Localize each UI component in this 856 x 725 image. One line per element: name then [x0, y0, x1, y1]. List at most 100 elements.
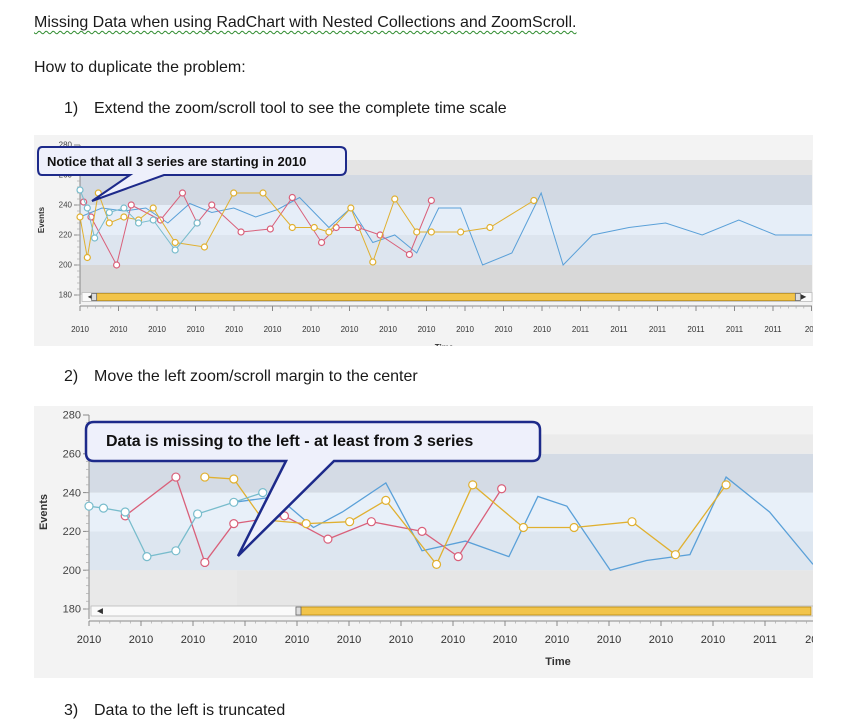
x-tick-label: 2011	[687, 325, 705, 334]
y-axis-label: Events	[37, 206, 46, 233]
y-axis-label: Events	[38, 494, 50, 530]
data-point-red	[405, 250, 413, 259]
y-tick-label: 260	[63, 448, 81, 460]
y-tick-label: 280	[63, 410, 81, 422]
x-tick-label: 2010	[341, 325, 359, 334]
data-point-red	[288, 193, 296, 202]
step-3: 3) Data to the left is truncated	[64, 702, 285, 720]
data-point-red	[366, 517, 376, 527]
y-tick-label: 240	[59, 201, 73, 210]
zoom-left-handle[interactable]	[91, 293, 98, 301]
x-tick-label: 2011	[805, 634, 813, 646]
x-tick-label: 2011	[764, 325, 782, 334]
data-point-yellow	[431, 559, 442, 569]
data-point-red	[317, 238, 326, 247]
data-point-yellow	[120, 213, 128, 221]
x-tick-label: 2010	[71, 325, 89, 334]
data-point-yellow	[301, 519, 311, 529]
data-point-teal	[193, 219, 201, 227]
x-tick-label: 2010	[379, 325, 397, 334]
data-point-yellow	[200, 472, 210, 482]
data-point-red	[229, 519, 239, 529]
y-tick-label: 280	[59, 141, 73, 150]
x-tick-label: 2010	[129, 634, 153, 646]
x-tick-label: 2010	[389, 634, 413, 646]
data-point-yellow	[518, 522, 528, 533]
x-tick-label: 2010	[533, 325, 551, 334]
chart-2: 180 200 220 240 260 280 Events ◄ 2010 2010 2010 201…	[34, 406, 813, 678]
y-tick-label: 220	[63, 526, 81, 538]
zoom-scrollbar-thumb[interactable]	[96, 293, 796, 301]
zoom-right-handle[interactable]	[794, 293, 801, 301]
data-point-yellow	[381, 495, 391, 505]
data-point-yellow	[259, 189, 267, 197]
data-point-teal	[134, 219, 143, 227]
plot-band	[80, 205, 812, 235]
data-point-yellow	[325, 228, 333, 236]
data-point-yellow	[391, 195, 399, 203]
data-point-yellow	[171, 238, 179, 247]
data-point-teal	[120, 507, 130, 517]
data-point-red	[127, 201, 135, 209]
x-tick-label: 2010	[77, 634, 101, 646]
data-point-teal	[120, 204, 128, 212]
document-title: Missing Data when using RadChart with Ne…	[34, 14, 577, 31]
data-point-yellow	[369, 258, 377, 266]
zoom-left-handle[interactable]	[295, 606, 302, 616]
data-point-yellow	[310, 223, 318, 232]
y-tick-label: 200	[59, 261, 73, 270]
data-point-red	[200, 557, 210, 568]
scroll-left-arrow-icon[interactable]: ◄	[86, 292, 95, 302]
x-tick-label: 2010	[597, 634, 621, 646]
x-tick-label: 2011	[649, 325, 667, 334]
x-tick-label: 2010	[181, 634, 205, 646]
callout-text: Data is missing to the left - at least f…	[106, 433, 473, 450]
scroll-right-arrow-icon[interactable]: ►	[799, 292, 808, 302]
data-point-red	[171, 472, 181, 482]
data-point-yellow	[105, 219, 113, 227]
data-point-red	[427, 196, 435, 205]
data-point-yellow	[530, 196, 538, 205]
chart-1: 180200220240260280Events◄►20102010201020…	[34, 135, 813, 346]
data-point-yellow	[468, 480, 478, 490]
step-number: 2)	[64, 368, 79, 385]
data-point-yellow	[569, 522, 579, 533]
callout-box	[37, 146, 347, 202]
scroll-left-arrow-icon[interactable]: ◄	[95, 606, 105, 617]
data-point-red	[332, 223, 340, 232]
step-text: Data to the left is truncated	[94, 702, 286, 719]
data-point-red	[266, 225, 274, 233]
data-point-yellow	[670, 550, 681, 560]
y-tick-label: 180	[59, 291, 73, 300]
data-point-red	[178, 189, 187, 197]
x-tick-label: 2010	[441, 634, 465, 646]
data-point-yellow	[229, 474, 239, 484]
series-line-yellow	[79, 191, 535, 264]
data-point-yellow	[83, 253, 91, 262]
callout-text: Notice that all 3 series are starting in…	[47, 154, 306, 169]
data-point-red	[417, 526, 427, 537]
data-point-teal	[229, 497, 239, 507]
x-axis-label: Time	[545, 656, 570, 668]
x-tick-label: 2010	[545, 634, 569, 646]
x-tick-label: 2011	[610, 325, 628, 334]
x-tick-label: 2010	[225, 325, 243, 334]
x-tick-label: 2011	[726, 325, 744, 334]
data-point-yellow	[347, 204, 355, 212]
zoom-scrollbar-thumb[interactable]	[300, 606, 812, 616]
callout-box	[84, 420, 542, 557]
data-point-teal	[171, 546, 181, 556]
step-text: Extend the zoom/scroll tool to see the c…	[94, 100, 507, 117]
plot-band	[80, 265, 812, 295]
x-tick-label: 2010	[493, 634, 517, 646]
data-point-yellow	[149, 204, 157, 212]
data-point-yellow	[76, 213, 84, 221]
data-point-red	[497, 484, 507, 494]
x-tick-label: 2010	[233, 634, 257, 646]
x-tick-label: 2010	[264, 325, 282, 334]
x-tick-label: 2010	[456, 325, 474, 334]
data-point-red	[237, 228, 245, 236]
y-tick-label: 240	[63, 487, 81, 499]
x-tick-label: 2010	[649, 634, 673, 646]
data-point-teal	[171, 246, 179, 254]
